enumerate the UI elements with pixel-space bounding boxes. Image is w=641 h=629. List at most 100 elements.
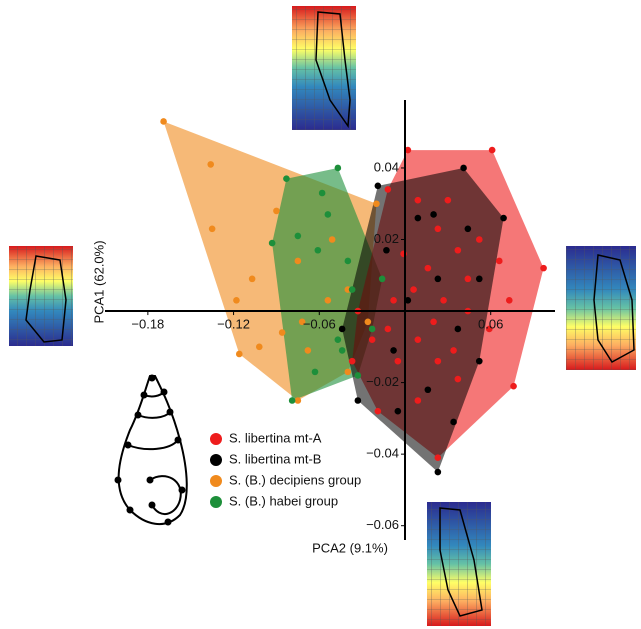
data-point (430, 318, 437, 325)
legend-label: S. (B.) decipiens group (229, 472, 361, 487)
x-tick-label: −0.12 (217, 316, 250, 331)
legend-marker (210, 475, 222, 487)
data-point (510, 383, 517, 390)
data-point (455, 247, 462, 254)
data-point (295, 233, 302, 240)
legend-marker (210, 433, 222, 445)
data-point (425, 386, 432, 393)
y-tick-label: −0.04 (366, 446, 399, 461)
legend-marker (210, 454, 222, 466)
data-point (506, 297, 513, 304)
data-point (450, 419, 457, 426)
y-tick-label: −0.06 (366, 517, 399, 532)
data-point (435, 358, 442, 365)
data-point (207, 161, 214, 168)
data-point (415, 336, 422, 343)
data-point (375, 183, 382, 190)
data-point (465, 276, 472, 283)
x-tick-label: −0.06 (303, 316, 336, 331)
chart: −0.18 −0.12 −0.06 0.06 0.04 0.02 −0.02 −0.04 −0.… (0, 0, 641, 629)
data-point (335, 165, 342, 172)
data-point (269, 240, 276, 247)
data-point (369, 326, 376, 333)
data-point (256, 344, 263, 351)
data-point (540, 265, 547, 272)
data-point (385, 326, 392, 333)
data-point (209, 225, 216, 232)
data-point (415, 215, 422, 222)
y-axis-label: PCA1 (62.0%) (91, 240, 106, 323)
legend-marker (210, 496, 222, 508)
data-point (335, 336, 342, 343)
data-point (395, 358, 402, 365)
data-point (160, 118, 167, 125)
data-point (476, 358, 483, 365)
data-point (435, 225, 442, 232)
data-point (355, 397, 362, 404)
data-point (489, 147, 496, 154)
data-point (319, 190, 326, 197)
data-point (329, 236, 336, 243)
data-point (295, 258, 302, 265)
data-point (395, 408, 402, 415)
data-point (273, 208, 280, 215)
data-point (455, 376, 462, 383)
data-point (440, 297, 447, 304)
data-point (465, 225, 472, 232)
data-point (435, 454, 442, 461)
data-point (373, 200, 380, 207)
data-point (425, 265, 432, 272)
data-point (375, 408, 382, 415)
data-point (435, 469, 442, 476)
y-tick-label: 0.04 (374, 159, 399, 174)
data-point (383, 247, 390, 254)
data-point (355, 372, 362, 379)
data-point (325, 211, 332, 218)
shell-outline (115, 375, 187, 526)
legend-label: S. libertina mt-A (229, 430, 322, 445)
data-point (390, 297, 397, 304)
data-point (500, 215, 507, 222)
data-point (476, 276, 483, 283)
data-point (233, 297, 240, 304)
data-point (379, 276, 386, 283)
data-point (345, 369, 352, 376)
data-point (339, 347, 346, 354)
data-point (345, 258, 352, 265)
data-point (349, 286, 356, 293)
data-point (283, 175, 290, 182)
data-point (295, 397, 302, 404)
data-point (365, 318, 372, 325)
data-point (289, 397, 296, 404)
data-point (249, 276, 256, 283)
data-point (450, 347, 457, 354)
legend-label: S. libertina mt-B (229, 451, 321, 466)
x-axis-label: PCA2 (9.1%) (312, 540, 388, 555)
data-point (325, 297, 332, 304)
y-tick-label: 0.02 (374, 231, 399, 246)
data-point (279, 329, 286, 336)
data-point (236, 351, 243, 358)
data-point (339, 326, 346, 333)
data-point (305, 347, 312, 354)
data-point (312, 369, 319, 376)
data-point (410, 286, 417, 293)
data-point (460, 165, 467, 172)
data-point (455, 326, 462, 333)
data-point (430, 211, 437, 218)
y-tick-label: −0.02 (366, 374, 399, 389)
data-point (415, 197, 422, 204)
x-tick-label: −0.18 (131, 316, 164, 331)
data-point (476, 236, 483, 243)
data-point (390, 347, 397, 354)
x-tick-label: 0.06 (478, 316, 503, 331)
data-point (369, 336, 376, 343)
data-point (385, 186, 392, 193)
data-point (415, 397, 422, 404)
data-point (445, 197, 452, 204)
data-point (435, 276, 442, 283)
legend-label: S. (B.) habei group (229, 493, 338, 508)
data-point (315, 247, 322, 254)
data-point (349, 358, 356, 365)
data-point (496, 258, 503, 265)
